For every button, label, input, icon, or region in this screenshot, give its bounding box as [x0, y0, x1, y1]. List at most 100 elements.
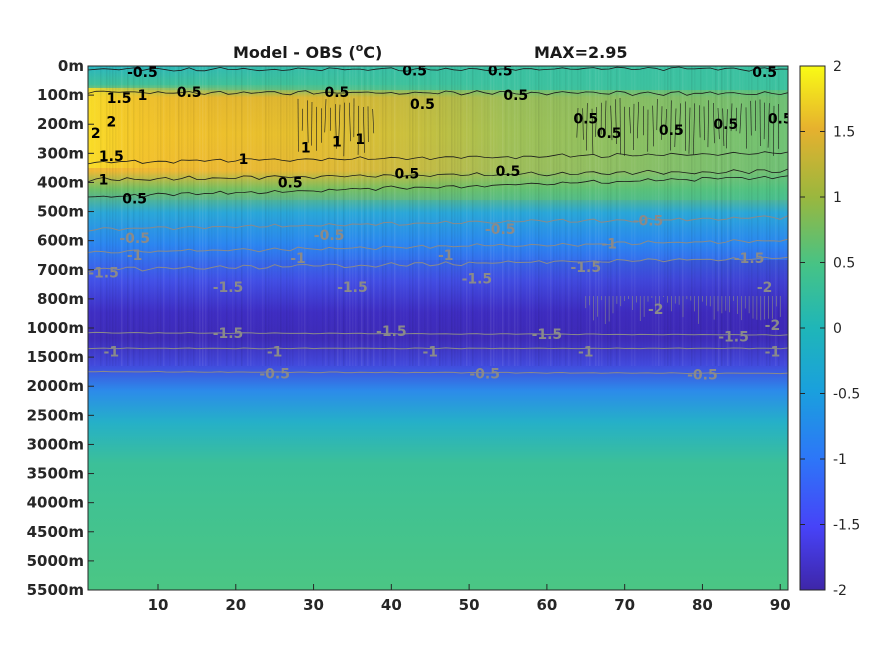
texture-stripe	[742, 66, 744, 366]
colorbar-tick-label: -1.5	[833, 518, 860, 534]
texture-stripe	[157, 66, 159, 366]
contour-line	[693, 103, 695, 155]
texture-stripe	[541, 66, 543, 366]
texture-stripe	[739, 66, 741, 366]
texture-stripe	[688, 66, 690, 366]
contour-label: -1.5	[570, 260, 601, 276]
contour-label: 0.5	[503, 88, 528, 104]
texture-stripe	[397, 66, 399, 366]
contour-label: -1.5	[718, 330, 749, 346]
svg-text:Model - OBS (oC): Model - OBS (oC)	[233, 41, 382, 62]
texture-stripe	[280, 66, 282, 366]
texture-stripe	[751, 66, 753, 366]
texture-stripe	[169, 66, 171, 366]
contour-line	[707, 100, 709, 148]
x-tick-label: 40	[381, 596, 402, 614]
texture-stripe	[406, 66, 408, 366]
contour-line	[660, 106, 663, 140]
contour-label: -1	[104, 344, 120, 360]
contour-label: 0.5	[410, 97, 435, 113]
contour-label: -1.5	[213, 326, 244, 342]
deep-fade-overlay	[88, 260, 788, 330]
contour-label: -2	[757, 280, 773, 296]
x-tick-label: 10	[148, 596, 169, 614]
contour-label: -1	[765, 344, 781, 360]
contour-label: -0.5	[633, 213, 664, 229]
texture-stripe	[403, 66, 405, 366]
texture-stripe	[631, 66, 633, 366]
texture-stripe	[391, 66, 393, 366]
texture-stripe	[241, 66, 243, 366]
texture-stripe	[511, 66, 513, 366]
texture-stripe	[373, 66, 375, 366]
texture-stripe	[205, 66, 207, 366]
texture-stripe	[472, 66, 474, 366]
contour-label: -1	[127, 248, 143, 264]
texture-stripe	[616, 66, 618, 366]
texture-stripe	[199, 66, 201, 366]
texture-stripe	[475, 66, 477, 366]
contour-label: -2	[648, 302, 664, 318]
max-label: MAX=2.95	[534, 43, 628, 62]
contour-line	[610, 105, 613, 141]
texture-stripe	[193, 66, 195, 366]
contour-label: -1	[601, 237, 617, 253]
texture-stripe	[517, 66, 519, 366]
texture-stripe	[634, 66, 636, 366]
x-axis: 10 20 30 40 50 60 70 80 90	[148, 584, 791, 614]
contour-line	[88, 370, 788, 375]
y-axis: 0m 100m 200m 300m 400m 500m 600m 700m 800m 1000m 1…	[27, 57, 94, 599]
y-tick-label: 800m	[37, 290, 84, 308]
contour-label: -1	[578, 344, 594, 360]
colorbar-tick-label: 1	[833, 190, 842, 206]
texture-stripe	[520, 66, 522, 366]
contour-line	[372, 108, 375, 134]
texture-stripe	[670, 66, 672, 366]
contour-label: -0.5	[687, 368, 718, 384]
texture-stripe	[370, 66, 372, 366]
contour-line	[615, 99, 617, 144]
contour-line	[591, 108, 594, 155]
texture-stripe	[721, 66, 723, 366]
contour-label: -1	[290, 251, 306, 267]
texture-stripe	[379, 66, 381, 366]
x-tick-label: 50	[459, 596, 480, 614]
contour-label: -0.5	[485, 222, 516, 238]
texture-stripe	[409, 66, 411, 366]
title-superscript: o	[356, 41, 364, 54]
texture-stripe	[466, 66, 468, 366]
texture-stripe	[454, 66, 456, 366]
contour-line	[726, 109, 728, 149]
texture-stripe	[340, 66, 342, 366]
texture-stripe	[658, 66, 660, 366]
texture-stripe	[181, 66, 183, 366]
texture-stripe	[700, 66, 702, 366]
texture-stripe	[94, 66, 96, 366]
texture-stripe	[367, 66, 369, 366]
colorbar-tick-label: 0	[833, 321, 842, 337]
texture-stripe	[166, 66, 168, 366]
colorbar-tick-label: -1	[833, 452, 847, 468]
contour-line	[633, 103, 635, 151]
contour-line	[767, 103, 770, 148]
x-tick-label: 30	[303, 596, 324, 614]
texture-stripe	[535, 66, 537, 366]
contour-label: -1.5	[532, 327, 563, 343]
texture-stripe	[436, 66, 438, 366]
texture-stripe	[103, 66, 105, 366]
y-tick-label: 600m	[37, 232, 84, 250]
texture-stripe	[487, 66, 489, 366]
contour-line	[717, 107, 720, 140]
contour-label: -0.5	[259, 366, 290, 382]
y-tick-label: 2500m	[27, 406, 84, 424]
texture-stripe	[718, 66, 720, 366]
title-unit-tail: C)	[363, 43, 382, 62]
texture-stripe	[136, 66, 138, 366]
texture-stripe	[442, 66, 444, 366]
contour-line	[735, 107, 737, 132]
contour-label: 0.5	[177, 85, 202, 101]
texture-stripe	[265, 66, 267, 366]
texture-stripe	[229, 66, 231, 366]
texture-stripe	[259, 66, 261, 366]
